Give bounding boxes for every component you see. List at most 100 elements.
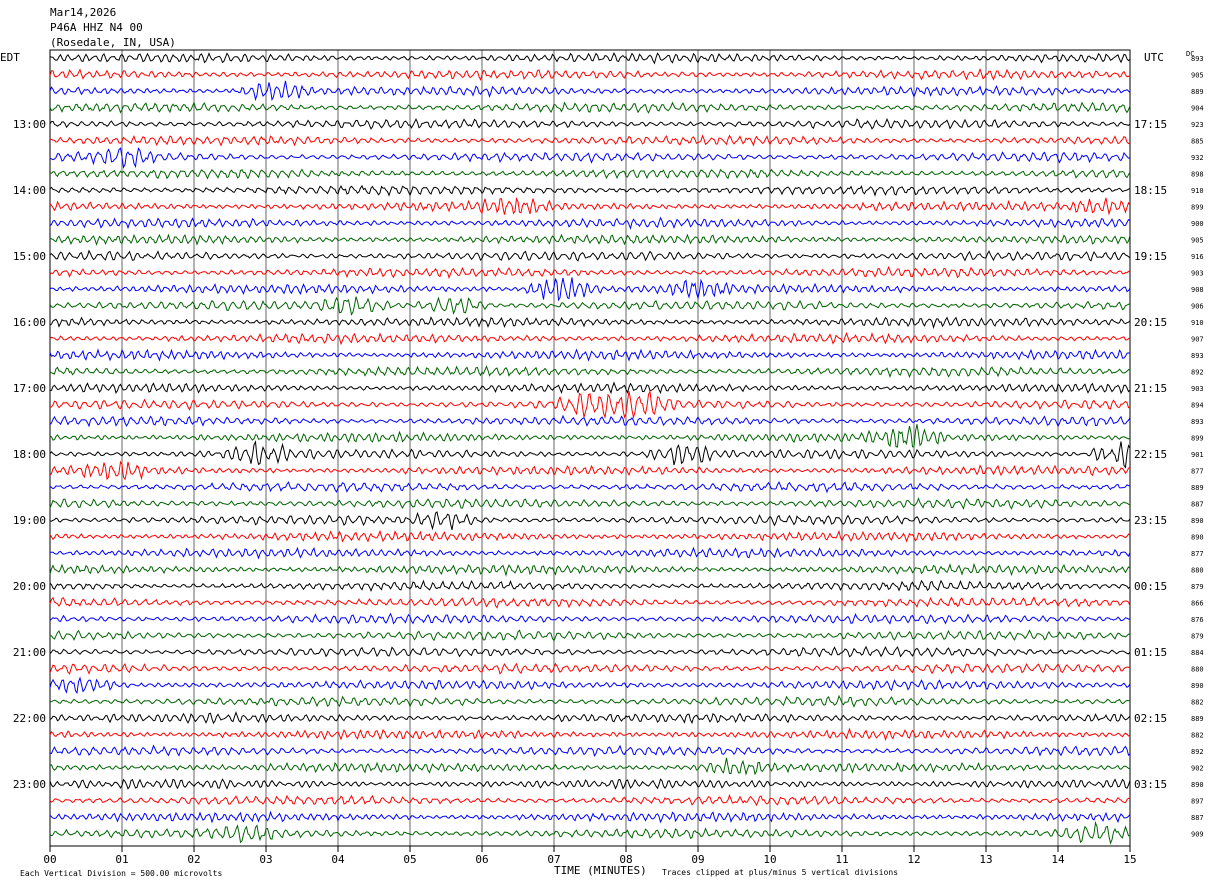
dc-offset-label: 894	[1191, 402, 1204, 410]
dc-offset-label: 877	[1191, 468, 1204, 476]
dc-offset-label: 880	[1191, 567, 1204, 575]
right-hour-label: 23:15	[1134, 514, 1167, 527]
dc-offset-label: 893	[1191, 55, 1204, 63]
traces	[49, 52, 1131, 845]
trace-row-32	[49, 579, 1131, 592]
right-hour-label: 00:15	[1134, 580, 1167, 593]
dc-offset-label: 903	[1191, 385, 1204, 393]
trace-row-21	[49, 389, 1131, 420]
dc-offset-label: 884	[1191, 649, 1204, 657]
dc-offset-label: 892	[1191, 369, 1204, 377]
right-hour-label: 20:15	[1134, 316, 1167, 329]
right-hour-labels: 17:15 18:15 19:15 20:15 21:15 22:15 23:15 00:15…	[1134, 118, 1167, 791]
trace-row-12	[49, 249, 1131, 262]
trace-row-26	[49, 480, 1131, 494]
right-hour-label: 17:15	[1134, 118, 1167, 131]
dc-offset-label: 908	[1191, 286, 1204, 294]
dc-offset-label: 902	[1191, 765, 1204, 773]
dc-offset-label: 905	[1191, 72, 1204, 80]
x-tick-label: 02	[187, 853, 200, 866]
right-hour-label: 22:15	[1134, 448, 1167, 461]
trace-row-7	[49, 168, 1131, 180]
dc-offset-label: 889	[1191, 715, 1204, 723]
trace-row-47	[49, 820, 1131, 845]
dc-offset-label: 879	[1191, 633, 1204, 641]
dc-offset-label: 892	[1191, 748, 1204, 756]
trace-row-40	[49, 711, 1131, 725]
dc-offset-label: 904	[1191, 105, 1204, 113]
dc-offset-label: 909	[1191, 831, 1204, 839]
x-tick-label: 03	[259, 853, 272, 866]
trace-row-36	[49, 645, 1131, 658]
trace-row-31	[49, 562, 1131, 577]
left-hour-labels: 13:00 14:00 15:00 16:00 17:00 18:00 19:00 20:00…	[13, 118, 46, 791]
header-station: P46A HHZ N4 00	[50, 21, 143, 34]
dc-offset-label: 866	[1191, 600, 1204, 608]
scale-note: Each Vertical Division = 500.00 microvol…	[20, 869, 222, 878]
header-location: (Rosedale, IN, USA)	[50, 36, 176, 49]
dc-offset-label: 900	[1191, 220, 1204, 228]
right-hour-label: 02:15	[1134, 712, 1167, 725]
right-hour-label: 01:15	[1134, 646, 1167, 659]
trace-row-15	[49, 296, 1131, 316]
trace-row-4	[49, 117, 1131, 130]
trace-row-5	[49, 134, 1131, 147]
x-tick-label: 13	[979, 853, 992, 866]
dc-offset-label: 898	[1191, 171, 1204, 179]
dc-offset-label: 876	[1191, 616, 1204, 624]
right-hour-label: 21:15	[1134, 382, 1167, 395]
trace-row-17	[49, 331, 1131, 346]
dc-offset-label: 910	[1191, 187, 1204, 195]
trace-row-22	[49, 414, 1131, 428]
dc-header: DC	[1186, 50, 1194, 58]
trace-row-16	[49, 316, 1131, 330]
header-date: Mar14,2026	[50, 6, 116, 19]
left-hour-label: 15:00	[13, 250, 46, 263]
dc-offset-label: 879	[1191, 583, 1204, 591]
trace-row-44	[49, 778, 1131, 790]
trace-row-3	[49, 101, 1131, 114]
dc-offset-label: 890	[1191, 781, 1204, 789]
dc-offset-label: 889	[1191, 484, 1204, 492]
dc-offset-label: 885	[1191, 138, 1204, 146]
trace-row-42	[49, 744, 1131, 758]
trace-row-27	[49, 497, 1131, 510]
trace-row-8	[49, 184, 1131, 197]
dc-offset-label: 882	[1191, 699, 1204, 707]
x-tick-label: 08	[619, 853, 632, 866]
left-hour-label: 20:00	[13, 580, 46, 593]
trace-row-45	[49, 793, 1131, 807]
dc-offset-label: 890	[1191, 682, 1204, 690]
dc-offset-label: 882	[1191, 732, 1204, 740]
dc-offset-label: 901	[1191, 451, 1204, 459]
trace-row-13	[49, 265, 1131, 280]
trace-row-33	[49, 596, 1131, 609]
x-tick-label: 11	[835, 853, 848, 866]
left-hour-label: 17:00	[13, 382, 46, 395]
x-tick-label: 06	[475, 853, 488, 866]
dc-offset-label: 932	[1191, 154, 1204, 162]
right-timezone: UTC	[1144, 51, 1164, 64]
trace-row-1	[49, 67, 1131, 82]
dc-offset-label: 910	[1191, 319, 1204, 327]
dc-offset-label: 890	[1191, 534, 1204, 542]
x-axis: 00 01 02 03 04 05 06 07 08 09 10 11 12 13 14 15	[43, 846, 1137, 866]
dc-offset-label: 906	[1191, 303, 1204, 311]
trace-row-0	[49, 52, 1131, 65]
right-hour-label: 03:15	[1134, 778, 1167, 791]
dc-offset-label: 887	[1191, 814, 1204, 822]
trace-row-20	[50, 381, 1131, 395]
dc-offset-label: 916	[1191, 253, 1204, 261]
left-hour-label: 19:00	[13, 514, 46, 527]
trace-row-11	[49, 233, 1131, 246]
left-hour-label: 22:00	[13, 712, 46, 725]
trace-row-6	[49, 147, 1130, 169]
trace-row-24	[49, 440, 1131, 469]
trace-row-43	[49, 757, 1131, 776]
trace-row-9	[49, 197, 1131, 216]
clip-note: Traces clipped at plus/minus 5 vertical …	[662, 868, 898, 877]
left-hour-label: 21:00	[13, 646, 46, 659]
x-axis-title: TIME (MINUTES)	[554, 864, 647, 877]
trace-row-2	[49, 80, 1131, 102]
